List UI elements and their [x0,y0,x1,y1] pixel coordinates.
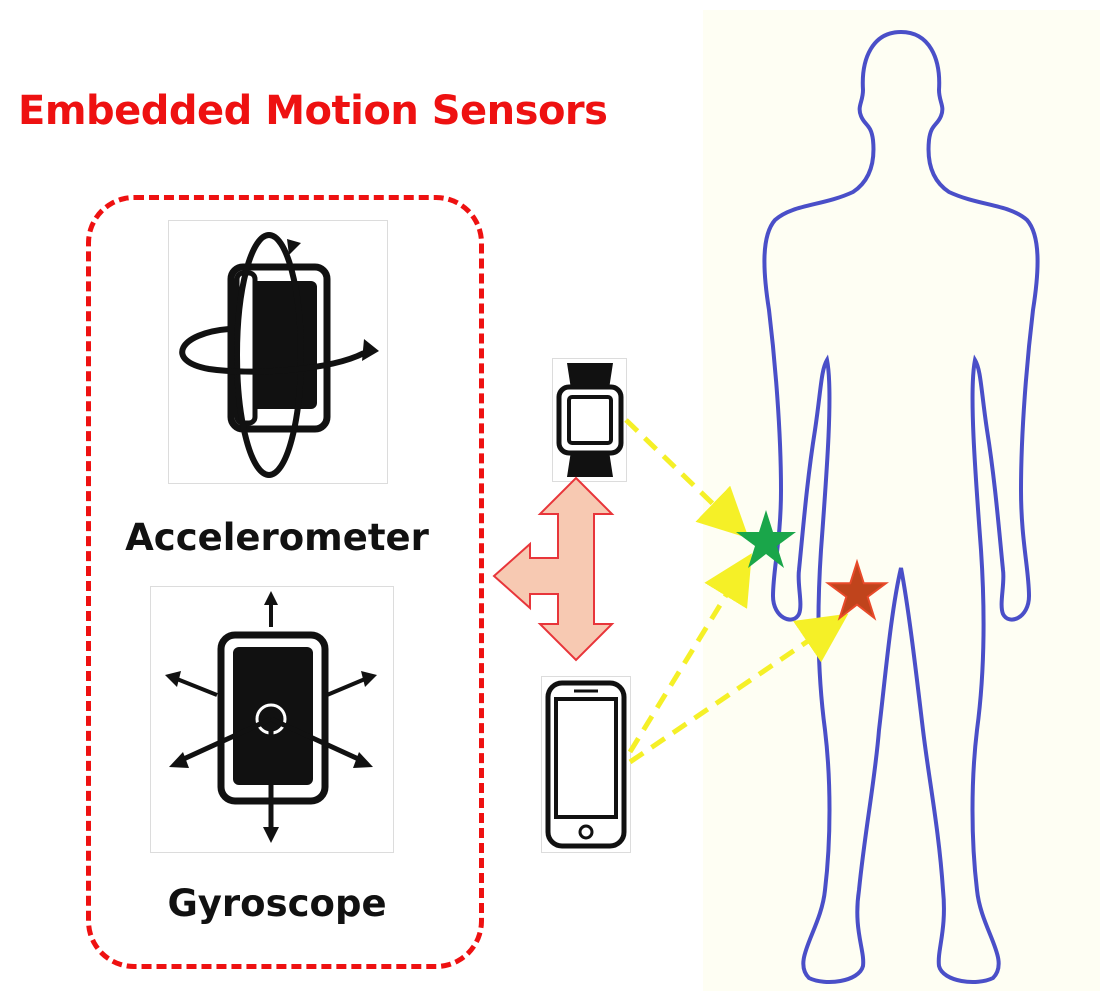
phone-to-wrist-arrow [627,553,752,754]
device-link-arrow [492,476,615,662]
phone-to-thigh-arrow [628,613,849,765]
gyroscope-label: Gyroscope [167,882,387,925]
diagram-title: Embedded Motion Sensors [18,88,608,134]
body-silhouette-panel [703,10,1100,991]
smartwatch-icon [556,363,624,477]
wrist-marker-star-icon [736,510,796,568]
phone-axes-icon [165,591,377,843]
rotating-phone-icon [179,232,379,478]
smartphone-device [541,676,631,853]
thigh-marker-star-icon [824,558,890,621]
watch-to-wrist-arrow [624,418,749,539]
accelerometer-image [168,220,388,484]
smartphone-icon [545,680,627,849]
sensor-group-box [86,195,484,969]
gyroscope-image [150,586,394,853]
accelerometer-label: Accelerometer [125,516,429,559]
smartwatch-device [552,358,627,482]
human-body-outline [762,29,1040,984]
